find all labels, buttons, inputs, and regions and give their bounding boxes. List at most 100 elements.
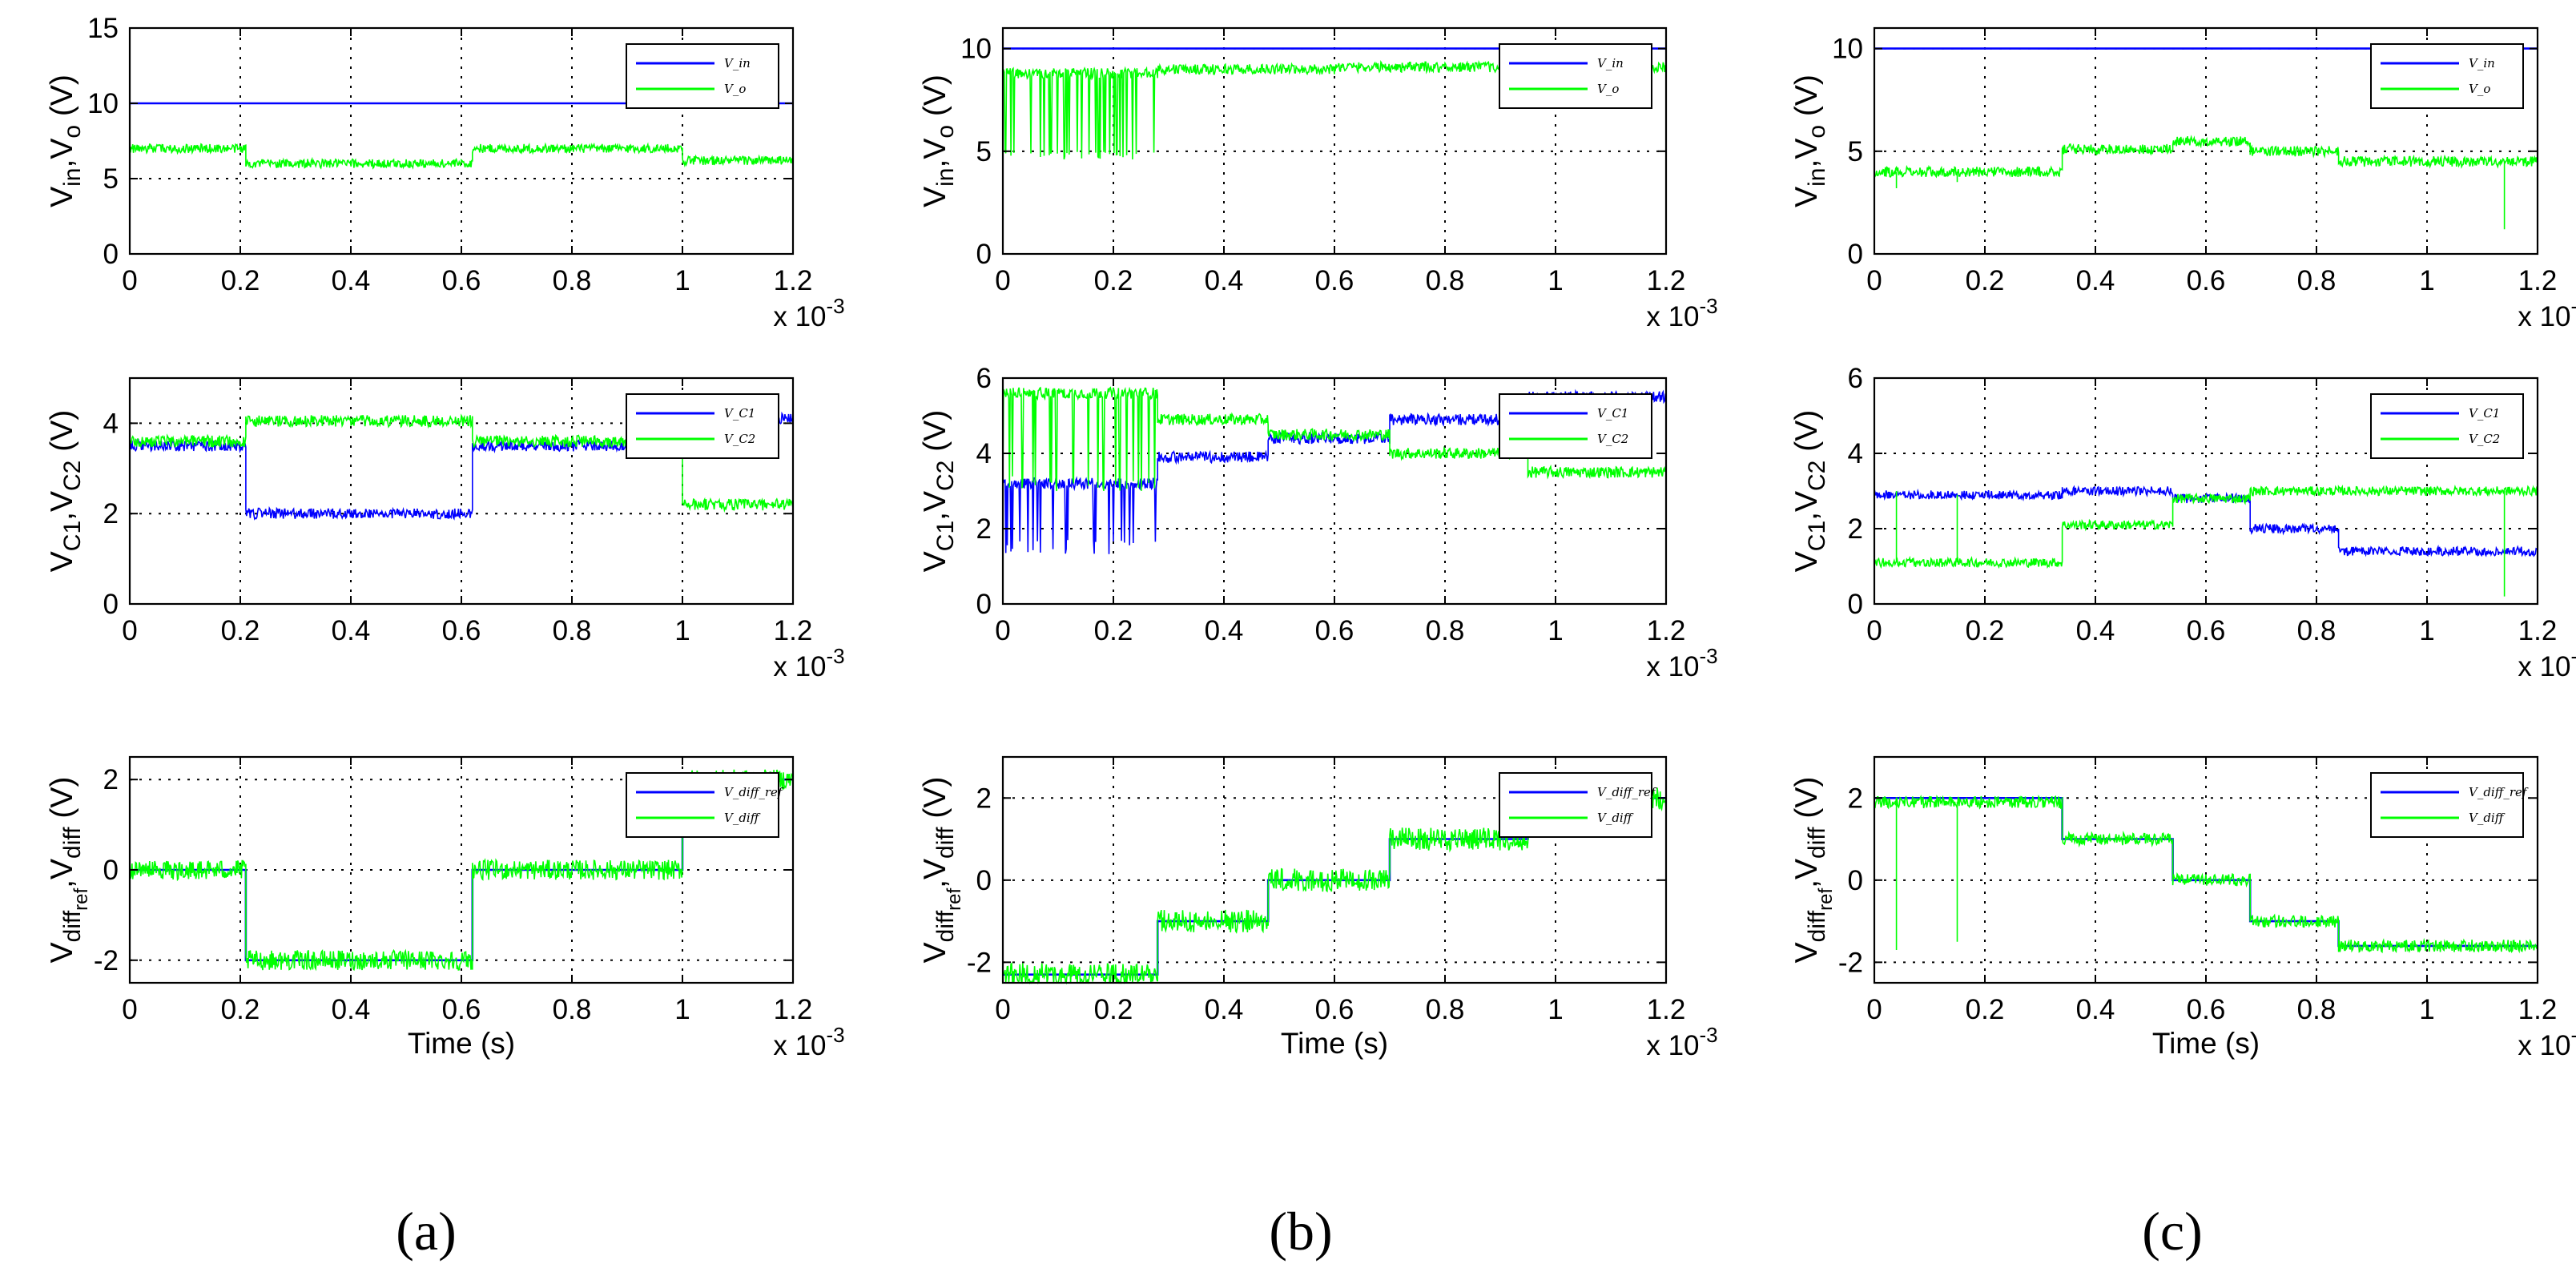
y-tick-label: 0 [976, 865, 992, 896]
x-tick-label: 0.4 [332, 994, 371, 1025]
chart-b1: 0 0.2 0.4 0.6 0.8 1 1.2 0 5 10 x 10-3 Vin,Vo (V) V_i… [918, 26, 1718, 332]
legend-label: V_diff_ref [724, 785, 784, 799]
series-line-v-c2 [1874, 484, 2538, 597]
x-tick-label: 0 [1866, 265, 1882, 296]
x-tick-label: 0 [122, 265, 137, 296]
x-tick-label: 0.6 [1315, 265, 1354, 296]
x-tick-label: 0.2 [221, 615, 260, 646]
legend: V_diff_ref V_diff [1499, 772, 1657, 838]
y-tick-label: 15 [87, 13, 119, 44]
y-tick-label: 2 [103, 498, 119, 529]
x-tick-label: 0.4 [2076, 265, 2115, 296]
y-tick-label: -2 [1838, 947, 1863, 978]
legend-label: V_C1 [724, 406, 755, 421]
x-tick-label: 0 [122, 615, 137, 646]
x-tick-label: 0.8 [553, 265, 592, 296]
legend-box [1499, 43, 1652, 109]
series-line-v-o [1874, 135, 2538, 230]
y-axis-label: Vin,Vo (V) [918, 74, 959, 207]
x-tick-label: 0.8 [1426, 615, 1465, 646]
x-tick-label: 1.2 [2518, 265, 2558, 296]
y-tick-label: 5 [976, 136, 992, 167]
x-tick-label: 0.4 [2076, 994, 2115, 1025]
x-tick-label: 1.2 [774, 615, 813, 646]
legend-label: V_diff_ref [1597, 785, 1657, 799]
legend-box [1499, 393, 1652, 459]
x-tick-label: 1 [1548, 994, 1563, 1025]
x-tick-label: 1 [1548, 265, 1563, 296]
x-multiplier: x 10-3 [1646, 644, 1717, 682]
x-tick-label: 0 [1866, 615, 1882, 646]
legend: V_in V_o [1499, 43, 1652, 109]
x-multiplier: x 10-3 [773, 644, 844, 682]
x-tick-label: 0.8 [553, 615, 592, 646]
legend-label: V_C2 [2469, 432, 2500, 446]
x-tick-label: 0.4 [1205, 994, 1244, 1025]
legend-label: V_C2 [1597, 432, 1628, 446]
x-multiplier: x 10-3 [773, 294, 844, 332]
x-multiplier: x 10-3 [2518, 644, 2576, 682]
legend: V_C1 V_C2 [2370, 393, 2524, 459]
y-tick-label: 5 [103, 163, 119, 195]
y-tick-label: 6 [1848, 363, 1863, 394]
y-tick-label: 2 [976, 513, 992, 545]
legend-label: V_C1 [2469, 406, 2500, 421]
x-tick-label: 0.4 [1205, 615, 1244, 646]
y-tick-label: 2 [103, 764, 119, 795]
legend: V_C1 V_C2 [1499, 393, 1652, 459]
y-axis-label: VC1,VC2 (V) [918, 410, 959, 572]
legend: V_C1 V_C2 [626, 393, 779, 459]
x-tick-label: 0 [122, 994, 137, 1025]
x-tick-label: 0.6 [1315, 615, 1354, 646]
x-axis-label: Time (s) [1281, 1027, 1388, 1060]
legend-label: V_C2 [724, 432, 755, 446]
y-axis-label: VC1,VC2 (V) [45, 410, 86, 572]
x-tick-label: 0.2 [1094, 994, 1133, 1025]
x-tick-label: 0.2 [221, 265, 260, 296]
x-tick-label: 0.6 [2187, 265, 2226, 296]
x-tick-label: 1.2 [2518, 994, 2558, 1025]
y-axis-label: Vdiffref,Vdiff (V) [45, 777, 92, 964]
x-tick-label: 0.8 [2297, 265, 2337, 296]
legend-box [2370, 393, 2524, 459]
chart-a1: 0 0.2 0.4 0.6 0.8 1 1.2 0 5 10 15 x 10-3 Vin,Vo (V) V… [45, 13, 845, 332]
x-tick-label: 0.8 [2297, 994, 2337, 1025]
x-tick-label: 0 [995, 265, 1010, 296]
x-tick-label: 1 [674, 265, 690, 296]
x-multiplier: x 10-3 [2518, 1023, 2576, 1061]
y-tick-label: 10 [960, 34, 992, 65]
y-axis-label: Vin,Vo (V) [1789, 74, 1830, 207]
x-tick-label: 0.2 [1966, 265, 2005, 296]
x-tick-label: 0.2 [1966, 615, 2005, 646]
series-line-v-c2 [129, 413, 794, 513]
caption-c: (c) [2142, 1201, 2202, 1262]
x-tick-label: 0.4 [332, 265, 371, 296]
legend-label: V_diff_ref [2469, 785, 2529, 799]
legend-label: V_in [1597, 56, 1624, 70]
x-tick-label: 0.2 [221, 994, 260, 1025]
y-tick-label: 4 [976, 438, 992, 469]
x-tick-label: 0 [995, 994, 1010, 1025]
series-line-v-o [129, 142, 794, 170]
y-tick-label: -2 [967, 947, 992, 978]
x-tick-label: 1 [2419, 265, 2434, 296]
legend-label: V_C1 [1597, 406, 1628, 421]
chart-c2: 0 0.2 0.4 0.6 0.8 1 1.2 0 2 4 6 x 10-3 VC1,VC2 (V) V_… [1789, 363, 2576, 682]
x-tick-label: 0.6 [1315, 994, 1354, 1025]
caption-b: (b) [1269, 1201, 1332, 1262]
x-tick-label: 0.8 [1426, 994, 1465, 1025]
x-tick-label: 0.4 [1205, 265, 1244, 296]
x-tick-label: 0.6 [2187, 615, 2226, 646]
x-tick-label: 0 [1866, 994, 1882, 1025]
x-tick-label: 0 [995, 615, 1010, 646]
legend-box [2370, 772, 2524, 838]
x-axis-label: Time (s) [2152, 1027, 2260, 1060]
y-tick-label: 4 [1848, 438, 1863, 469]
y-tick-label: 0 [1848, 239, 1863, 270]
x-tick-label: 0.2 [1094, 615, 1133, 646]
x-tick-label: 1 [2419, 994, 2434, 1025]
y-axis-label: Vdiffref,Vdiff (V) [1789, 777, 1837, 964]
